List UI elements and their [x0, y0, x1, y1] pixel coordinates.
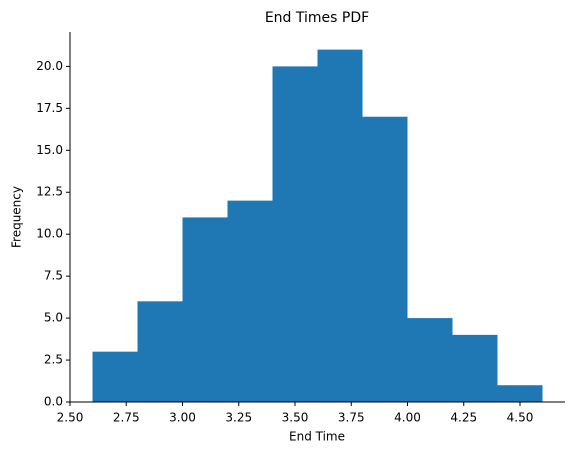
bar — [182, 217, 228, 402]
bar — [137, 301, 183, 402]
y-tick-label: 0.0 — [44, 395, 63, 409]
y-axis-label: Frequency — [10, 186, 24, 248]
bar — [272, 66, 318, 402]
x-tick-label: 4.50 — [507, 411, 534, 425]
bar — [227, 200, 273, 402]
x-tick-label: 3.25 — [225, 411, 252, 425]
y-tick-label: 10.0 — [36, 227, 63, 241]
chart-title: End Times PDF — [265, 10, 369, 26]
y-tick-label: 20.0 — [36, 59, 63, 73]
bar — [92, 351, 138, 402]
x-tick-label: 3.00 — [169, 411, 196, 425]
bar — [317, 49, 363, 402]
y-tick-label: 17.5 — [36, 101, 63, 115]
bar — [497, 385, 543, 402]
x-tick-label: 4.00 — [394, 411, 421, 425]
y-tick-label: 15.0 — [36, 143, 63, 157]
x-tick-label: 2.50 — [57, 411, 84, 425]
x-tick-label: 3.50 — [282, 411, 309, 425]
bar — [452, 334, 498, 402]
y-tick-label: 7.5 — [44, 269, 63, 283]
x-axis-label: End Time — [289, 430, 345, 444]
x-tick-label: 2.75 — [113, 411, 140, 425]
y-tick-label: 5.0 — [44, 311, 63, 325]
bar — [362, 116, 408, 402]
x-tick-label: 3.75 — [338, 411, 365, 425]
y-tick-label: 2.5 — [44, 353, 63, 367]
x-tick-label: 4.25 — [450, 411, 477, 425]
bar — [407, 318, 453, 402]
y-tick-label: 12.5 — [36, 185, 63, 199]
